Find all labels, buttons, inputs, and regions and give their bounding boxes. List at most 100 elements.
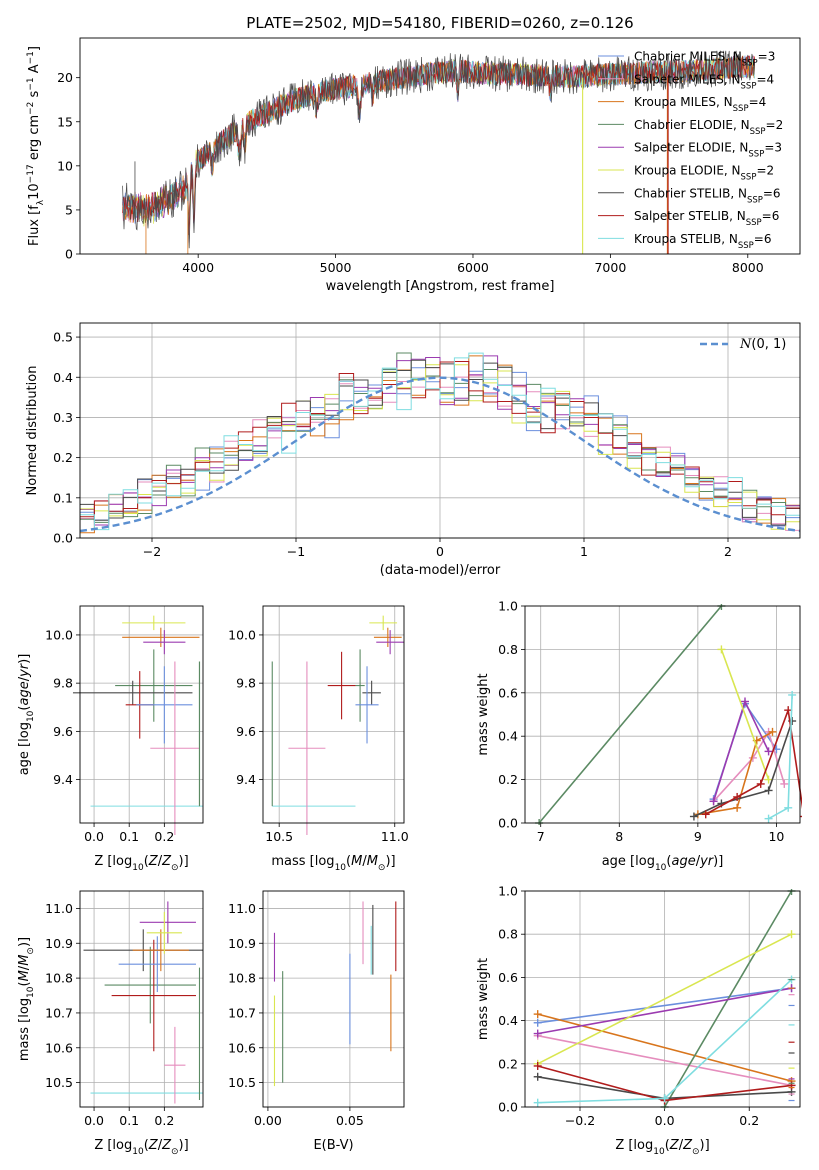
y-tick-label: 10.5 <box>228 1075 256 1090</box>
y-tick-label: 10.0 <box>228 627 256 642</box>
label-part: ( <box>346 854 351 869</box>
spectrum-line-6 <box>122 50 756 249</box>
y-tick-label: 5 <box>65 202 73 217</box>
label-part: 10 <box>335 863 347 873</box>
label-part: ( <box>17 706 32 711</box>
legend-nssp: =4 <box>749 95 767 109</box>
y-tick-label: 10.7 <box>228 1005 256 1020</box>
axes-frame <box>79 322 801 539</box>
legend-sub: SSP <box>741 81 757 91</box>
label-part: ⊙ <box>171 863 179 873</box>
x-tick-label: 9 <box>694 829 702 844</box>
x-axis-label: Z [log10(Z/Z⊙)] <box>94 854 188 873</box>
x-tick-label: 7 <box>537 829 545 844</box>
y-tick-label: 10.5 <box>45 1075 73 1090</box>
label-part: age <box>17 681 32 705</box>
label-part: / <box>679 1138 684 1153</box>
y-tick-label: 10.6 <box>45 1040 73 1055</box>
label-part: yr <box>17 662 32 678</box>
label-part: ⊙ <box>26 947 36 955</box>
label-part: mass [log <box>17 998 32 1061</box>
y-tick-label: 11.0 <box>45 901 73 916</box>
label-part: M <box>17 970 32 981</box>
weight-series-1 <box>713 729 786 802</box>
y-tick-label: 0.0 <box>53 531 73 546</box>
histogram-8 <box>80 352 800 531</box>
label-part: ( <box>144 1138 149 1153</box>
label-part: 10 <box>655 863 667 873</box>
massweight_vs_Z-panel: −0.2 0.0 0.20.00.20.40.60.81.0Z [log10(Z/Z… <box>476 884 801 1157</box>
label-part: erg cm <box>27 115 42 164</box>
residuals-panel: −2 −1 0 1 2 0.0 0.1 0.2 0.3 0.4 0.5 (data-model)/er… <box>25 322 801 578</box>
y-tick-label: 0.8 <box>498 927 518 942</box>
legend-sub: SSP <box>746 218 762 228</box>
label-part: )] <box>713 854 723 869</box>
y-tick-label: 0 <box>65 247 73 262</box>
x-tick-label: 0 <box>436 544 444 559</box>
legend-name: Salpeter STELIB, N <box>634 209 746 223</box>
label-part: )] <box>700 1138 710 1153</box>
y-tick-label: 9.4 <box>236 772 256 787</box>
y-tick-label: 9.8 <box>53 676 73 691</box>
x-tick-label: 0.2 <box>154 829 174 844</box>
x-tick-label: 4000 <box>182 260 214 275</box>
y-tick-label: 10 <box>57 158 73 173</box>
y-tick-label: 20 <box>57 70 73 85</box>
x-tick-label: 0.05 <box>336 1113 364 1128</box>
x-tick-label: 1 <box>580 544 588 559</box>
weight-lines <box>535 604 802 825</box>
label-part: age [log <box>602 854 655 869</box>
label-part: Z [log <box>94 1138 132 1153</box>
y-tick-label: 10.8 <box>45 971 73 986</box>
x-axis-label: (data-model)/error <box>380 563 501 578</box>
age_vs_Z-panel: 0.0 0.1 0.29.49.69.810.0Z [log10(Z/Z⊙)]age… <box>17 605 204 873</box>
x-axis-label: Z [log10(Z/Z⊙)] <box>94 1138 188 1157</box>
x-tick-label: 0.0 <box>84 1113 104 1128</box>
x-tick-label: 8 <box>615 829 623 844</box>
axes-frame <box>524 890 801 1108</box>
label-part: Z <box>682 1138 693 1153</box>
label-part: Z <box>148 1138 159 1153</box>
label-part: 10 <box>132 1147 144 1157</box>
x-tick-label: 0.00 <box>254 1113 282 1128</box>
y-tick-label: 0.2 <box>498 772 518 787</box>
label-part: 10 <box>26 986 36 998</box>
label-part: mass [log <box>271 854 334 869</box>
x-tick-label: 11.0 <box>381 829 409 844</box>
x-tick-label: 0.2 <box>739 1113 759 1128</box>
weight-series-4 <box>537 987 792 1035</box>
y-tick-label: 0.3 <box>53 410 73 425</box>
y-axis-label: mass weight <box>476 958 491 1040</box>
legend-sub: SSP <box>742 59 758 69</box>
label-part: Z [log <box>94 854 132 869</box>
legend-name: Chabrier ELODIE, N <box>634 118 750 132</box>
weight-lines <box>533 889 796 1109</box>
legend-sub: SSP <box>733 104 749 114</box>
y-tick-label: 9.8 <box>236 676 256 691</box>
spectrum-line-7 <box>122 55 756 236</box>
y-tick-label: 10.0 <box>45 627 73 642</box>
axes-frame <box>262 890 405 1108</box>
label-part: age <box>671 854 695 869</box>
legend-label-5: Kroupa ELODIE, NSSP=2 <box>634 164 774 183</box>
legend-nssp: =6 <box>762 209 780 223</box>
x-tick-label: −2 <box>143 544 161 559</box>
label-part: age [log <box>17 722 32 775</box>
x-tick-label: 8000 <box>732 260 764 275</box>
label-part: Flux [f <box>27 205 42 246</box>
label-part: −2 <box>26 102 36 115</box>
y-tick-label: 10.6 <box>228 1040 256 1055</box>
label-part: −1 <box>26 77 36 90</box>
y-tick-label: 0.4 <box>498 1013 518 1028</box>
y-tick-label: 0.8 <box>498 642 518 657</box>
y-axis-label: mass weight <box>476 673 491 755</box>
legend-name: Chabrier STELIB, N <box>634 186 747 200</box>
label-part: 10 <box>653 1147 665 1157</box>
x-tick-label: 7000 <box>594 260 626 275</box>
label-part: A <box>27 64 42 77</box>
label-part: (0, 1) <box>751 337 786 352</box>
y-axis-label: mass [log10(M/M⊙)] <box>17 937 36 1061</box>
